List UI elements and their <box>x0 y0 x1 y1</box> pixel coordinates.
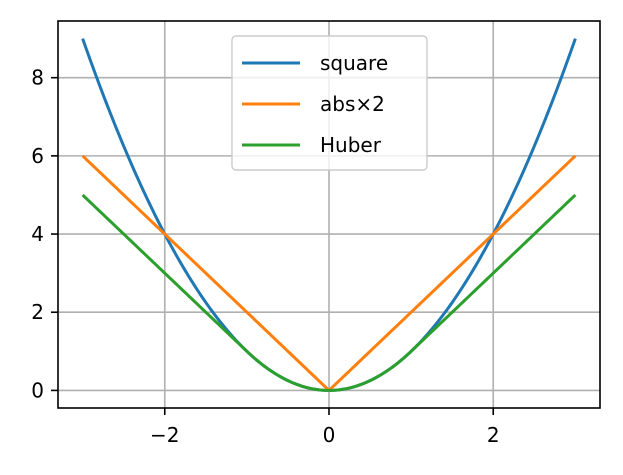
x-tick-label: −2 <box>150 423 179 447</box>
legend-box <box>231 35 428 171</box>
legend: square abs×2 Huber <box>231 35 428 171</box>
y-tick-label: 4 <box>31 222 44 246</box>
series-line-3 <box>81 193 577 392</box>
series-lines <box>81 38 577 392</box>
y-tick-label: 6 <box>31 144 44 168</box>
grid <box>58 21 600 408</box>
y-tick-label: 2 <box>31 300 44 324</box>
x-tick-label: 0 <box>323 423 336 447</box>
y-tick-label: 0 <box>31 378 44 402</box>
x-tick-label: 2 <box>487 423 500 447</box>
legend-label-2: abs×2 <box>320 92 385 116</box>
legend-label-3: Huber <box>320 133 382 157</box>
legend-label-1: square <box>320 51 388 75</box>
y-tick-label: 8 <box>31 66 44 90</box>
axis-ticks: −2 0 2 0 2 4 6 8 <box>31 66 499 447</box>
